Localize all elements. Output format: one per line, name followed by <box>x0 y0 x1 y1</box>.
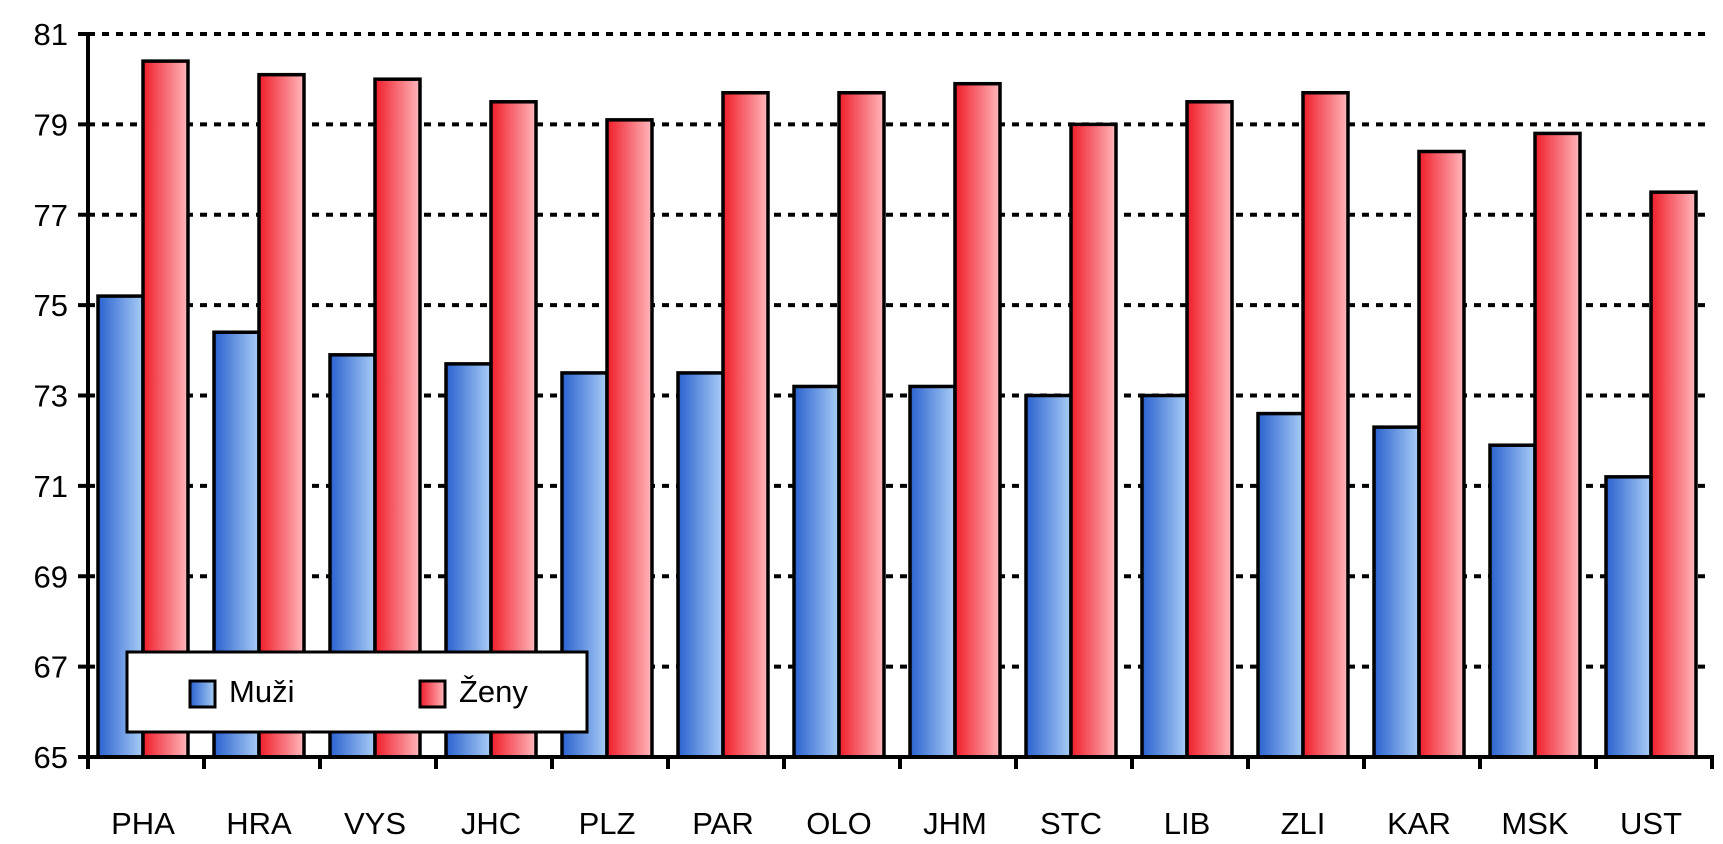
bar-zeny-zli <box>1301 90 1350 759</box>
y-tick-label: 69 <box>34 559 68 594</box>
x-tick-label-msk: MSK <box>1501 806 1569 839</box>
bar-zeny-msk <box>1533 131 1582 759</box>
bar-muzi-stc <box>1024 393 1073 759</box>
axes <box>78 32 1714 769</box>
x-tick-label-lib: LIB <box>1164 806 1211 839</box>
bar-zeny-lib <box>1185 100 1234 759</box>
y-tick-label: 71 <box>34 469 68 504</box>
bar-zeny-jhm <box>953 81 1002 759</box>
legend-swatch-zeny <box>418 679 447 709</box>
bar-zeny-par <box>721 90 770 759</box>
bar-zeny-ust <box>1649 190 1698 759</box>
bar-muzi-ust <box>1604 475 1653 759</box>
x-tick-label-zli: ZLI <box>1281 806 1326 839</box>
bar-muzi-kar <box>1372 425 1421 759</box>
bar-zeny-olo <box>837 90 886 759</box>
x-tick-label-plz: PLZ <box>579 806 636 839</box>
axis-labels: 65 67 69 71 73 75 77 79 81 PHA HRA VYS JHC PLZ PAR OLO J… <box>34 17 1683 841</box>
legend-label-muzi: Muži <box>229 674 294 709</box>
x-tick-label-olo: OLO <box>806 806 871 839</box>
x-tick-label-kar: KAR <box>1387 806 1451 839</box>
y-tick-label: 81 <box>34 17 68 52</box>
bar-zeny-kar <box>1417 149 1466 759</box>
x-tick-label-jhc: JHC <box>461 806 521 839</box>
y-tick-label: 77 <box>34 198 68 233</box>
y-tick-label: 65 <box>34 740 68 775</box>
bar-muzi-jhm <box>908 384 957 759</box>
bar-zeny-plz <box>605 118 654 759</box>
bar-zeny-vys <box>373 77 422 759</box>
y-tick-label: 75 <box>34 288 68 323</box>
legend-swatch-muzi <box>188 679 217 709</box>
x-tick-label-vys: VYS <box>344 806 406 839</box>
bar-muzi-par <box>676 371 725 759</box>
bars <box>96 59 1698 759</box>
bar-zeny-jhc <box>489 100 538 759</box>
bar-zeny-hra <box>257 72 306 759</box>
bar-zeny-stc <box>1069 122 1118 759</box>
bar-muzi-lib <box>1140 393 1189 759</box>
bar-muzi-olo <box>792 384 841 759</box>
bar-muzi-msk <box>1488 443 1537 759</box>
y-tick-label: 79 <box>34 107 68 142</box>
y-tick-label: 73 <box>34 379 68 414</box>
x-tick-label-par: PAR <box>692 806 753 839</box>
x-tick-label-jhm: JHM <box>923 806 987 839</box>
x-tick-label-stc: STC <box>1040 806 1102 839</box>
y-tick-label: 67 <box>34 650 68 685</box>
legend: Muži Ženy <box>125 650 589 734</box>
legend-label-zeny: Ženy <box>459 674 528 709</box>
x-tick-label-pha: PHA <box>111 806 175 839</box>
x-tick-label-ust: UST <box>1620 806 1682 839</box>
x-tick-label-hra: HRA <box>226 806 292 839</box>
bar-muzi-zli <box>1256 411 1305 759</box>
